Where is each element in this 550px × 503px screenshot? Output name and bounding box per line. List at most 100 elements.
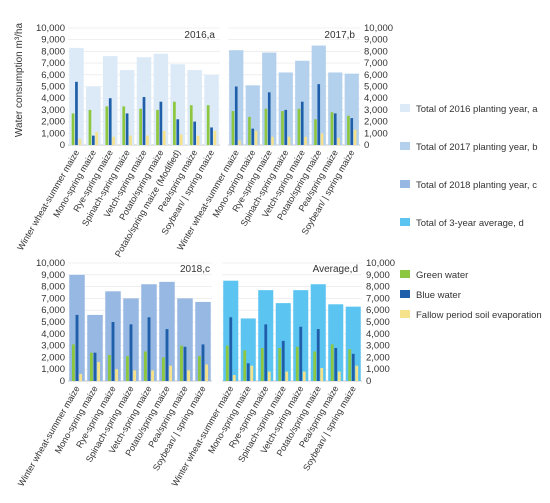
green-water-bar (281, 111, 284, 145)
fallow-evaporation-bar (337, 137, 340, 145)
green-water-bar (248, 116, 251, 145)
fallow-evaporation-bar (95, 132, 99, 145)
legend-label: Total of 3-year average, d (416, 218, 524, 229)
green-water-bar (225, 345, 229, 381)
y-tick-label: 3,000 (366, 341, 390, 352)
y-tick-label: 9,000 (364, 35, 388, 46)
y-tick-label: 5,000 (41, 82, 65, 93)
y-tick-label: 4,000 (366, 329, 390, 340)
legend-label: Total of 2017 planting year, b (416, 142, 537, 153)
green-water-bar (161, 357, 165, 381)
y-tick-label: 3,000 (41, 341, 65, 352)
blue-water-bar (284, 109, 288, 145)
fallow-evaporation-bar (115, 369, 119, 381)
y-tick-label: 7,000 (41, 293, 65, 304)
y-tick-label: 9,000 (41, 35, 65, 46)
blue-water-bar (129, 324, 133, 381)
fallow-evaporation-bar (112, 136, 115, 145)
y-tick-label: 4,000 (41, 93, 65, 104)
chart-panels: 01,0002,0003,0004,0005,0006,0007,0008,00… (15, 23, 395, 488)
y-tick-label: 8,000 (41, 46, 65, 57)
fallow-evaporation-bar (97, 362, 101, 381)
green-water-bar (297, 108, 301, 145)
fallow-evaporation-bar (320, 368, 324, 381)
y-tick-label: 0 (366, 376, 371, 387)
blue-water-bar (91, 135, 95, 145)
y-tick-label: 1,000 (41, 128, 65, 139)
y-axis-label: Water consumption m³/ha (14, 23, 25, 138)
blue-water-bar (251, 128, 255, 145)
y-tick-label: 9,000 (41, 270, 65, 281)
fallow-evaporation-bar (196, 135, 200, 145)
y-tick-label: 9,000 (366, 270, 390, 281)
panel-title: Average,d (313, 264, 358, 275)
blue-water-bar (165, 329, 169, 381)
green-water-bar (330, 344, 334, 381)
y-tick-label: 6,000 (41, 70, 65, 81)
fallow-evaporation-bar (254, 130, 258, 145)
fallow-evaporation-bar (232, 375, 236, 381)
fallow-evaporation-bar (187, 370, 191, 381)
y-tick-label: 3,000 (364, 105, 388, 116)
y-tick-label: 2,000 (41, 352, 65, 363)
y-tick-label: 7,000 (41, 58, 65, 69)
blue-water-bar (246, 363, 250, 381)
fallow-evaporation-bar (285, 371, 289, 381)
fallow-evaporation-bar (287, 136, 291, 145)
green-water-bar (206, 105, 210, 145)
green-water-bar (179, 345, 183, 381)
blue-water-bar (201, 344, 205, 381)
panel-title: 2016,a (184, 30, 215, 41)
green-water-bar (122, 106, 126, 145)
green-water-bar (125, 356, 129, 381)
legend-swatch (400, 270, 410, 278)
fallow-evaporation-bar (205, 364, 209, 381)
blue-water-bar (299, 326, 303, 381)
green-water-bar (88, 109, 92, 145)
y-tick-label: 6,000 (364, 70, 388, 81)
blue-water-bar (334, 347, 338, 381)
green-water-bar (89, 352, 93, 381)
fallow-evaporation-bar (169, 365, 173, 381)
panel-title: 2017,b (324, 30, 355, 41)
chart-panel-3: 01,0002,0003,0004,0005,0006,0007,0008,00… (16, 258, 212, 488)
fallow-evaporation-bar (302, 371, 306, 381)
y-tick-label: 10,000 (36, 23, 65, 34)
fallow-evaporation-bar (355, 365, 359, 381)
fallow-evaporation-bar (304, 136, 307, 145)
legend-label: Total of 2018 planting year, c (416, 180, 537, 191)
legend-label: Blue water (416, 290, 461, 301)
legend-totals: Total of 2016 planting year, a Total of 2… (400, 104, 538, 229)
fallow-evaporation-bar (213, 130, 217, 145)
green-water-bar (107, 355, 111, 381)
fallow-evaporation-bar (133, 370, 137, 381)
blue-water-bar (351, 353, 355, 381)
green-water-bar (189, 105, 193, 145)
green-water-bar (156, 109, 159, 145)
y-tick-label: 1,000 (366, 364, 390, 375)
green-water-bar (243, 350, 247, 381)
fallow-evaporation-bar (267, 371, 271, 381)
green-water-bar (278, 347, 282, 381)
y-tick-label: 8,000 (41, 282, 65, 293)
fallow-evaporation-bar (129, 135, 132, 145)
fallow-evaporation-bar (151, 370, 155, 381)
blue-water-bar (111, 322, 115, 381)
y-tick-label: 2,000 (41, 117, 65, 128)
blue-water-bar (300, 101, 304, 145)
blue-water-bar (316, 329, 320, 381)
blue-water-bar (193, 121, 197, 145)
green-water-bar (71, 113, 75, 145)
blue-water-bar (267, 92, 271, 145)
y-tick-label: 4,000 (364, 93, 388, 104)
green-water-bar (105, 106, 109, 145)
legend-swatch (400, 180, 410, 188)
green-water-bar (173, 101, 176, 145)
fallow-evaporation-bar (250, 365, 254, 381)
blue-water-bar (350, 118, 354, 145)
blue-water-bar (75, 81, 78, 145)
legend-components: Green water Blue water Fallow period soil … (400, 270, 542, 321)
blue-water-bar (125, 113, 129, 145)
y-tick-label: 7,000 (366, 293, 390, 304)
green-water-bar (314, 119, 317, 145)
